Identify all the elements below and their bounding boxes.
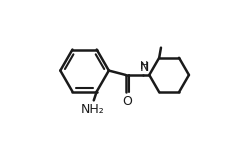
Text: H: H xyxy=(140,61,148,71)
Text: O: O xyxy=(122,95,132,107)
Text: N: N xyxy=(140,61,149,74)
Text: NH₂: NH₂ xyxy=(81,103,105,116)
